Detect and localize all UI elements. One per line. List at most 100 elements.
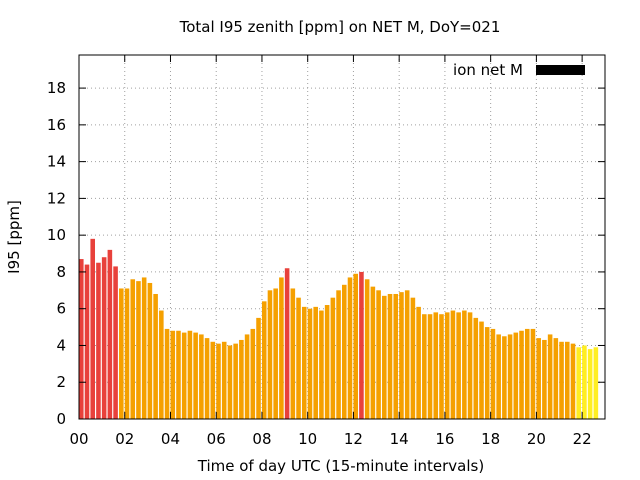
bar bbox=[513, 332, 519, 419]
y-tick-label: 18 bbox=[47, 79, 66, 97]
x-tick-label: 02 bbox=[115, 430, 134, 448]
bar bbox=[519, 330, 524, 419]
bar bbox=[502, 336, 507, 419]
bar bbox=[393, 293, 399, 419]
bar bbox=[90, 238, 95, 419]
bar bbox=[524, 328, 530, 419]
bar bbox=[79, 259, 84, 419]
bar bbox=[170, 330, 176, 419]
bar bbox=[593, 347, 599, 419]
y-tick-label: 14 bbox=[47, 153, 66, 171]
bar bbox=[347, 277, 353, 419]
bar bbox=[559, 341, 564, 419]
bar bbox=[84, 264, 90, 419]
bar bbox=[141, 277, 147, 419]
bar bbox=[279, 277, 284, 419]
bar bbox=[359, 271, 364, 419]
bar bbox=[547, 334, 553, 419]
y-tick-label: 6 bbox=[56, 300, 66, 318]
bar bbox=[467, 312, 473, 419]
bar bbox=[576, 347, 581, 419]
bar bbox=[496, 334, 501, 419]
bar bbox=[239, 339, 244, 419]
x-tick-label: 08 bbox=[252, 430, 271, 448]
bar bbox=[244, 334, 250, 419]
bar bbox=[456, 312, 461, 419]
y-tick-label: 16 bbox=[47, 116, 66, 134]
bar bbox=[422, 314, 427, 419]
legend-label: ion net M bbox=[453, 61, 523, 79]
bar bbox=[96, 262, 101, 419]
y-axis-label: I95 [ppm] bbox=[5, 200, 23, 274]
bar bbox=[147, 282, 153, 419]
bar bbox=[444, 312, 450, 419]
bar bbox=[284, 268, 290, 419]
bar bbox=[564, 341, 570, 419]
bar bbox=[119, 288, 124, 419]
x-tick-label: 20 bbox=[527, 430, 546, 448]
bar bbox=[221, 341, 227, 419]
bar bbox=[210, 341, 216, 419]
bar bbox=[376, 290, 381, 419]
bar bbox=[587, 349, 593, 419]
x-tick-label: 18 bbox=[481, 430, 500, 448]
bar bbox=[187, 330, 193, 419]
bar bbox=[290, 288, 296, 419]
bar bbox=[410, 297, 416, 419]
bar bbox=[107, 249, 113, 419]
bar bbox=[433, 312, 439, 419]
bar bbox=[313, 306, 318, 419]
bar bbox=[473, 317, 479, 419]
plot-frame bbox=[78, 54, 606, 420]
bar bbox=[301, 306, 307, 419]
bar bbox=[267, 290, 273, 419]
bar bbox=[307, 308, 313, 419]
grid bbox=[79, 55, 605, 419]
bar bbox=[296, 297, 301, 419]
bar bbox=[250, 328, 256, 419]
bar bbox=[181, 332, 187, 419]
bar bbox=[227, 345, 233, 419]
bar bbox=[124, 288, 130, 419]
bar bbox=[153, 293, 158, 419]
bar bbox=[256, 317, 261, 419]
bar bbox=[484, 327, 490, 419]
bar bbox=[273, 288, 278, 419]
bar bbox=[261, 301, 267, 419]
bar bbox=[159, 310, 164, 419]
bar bbox=[490, 328, 496, 419]
bar bbox=[439, 314, 444, 419]
bar bbox=[176, 330, 181, 419]
y-tick-label: 2 bbox=[56, 373, 66, 391]
x-tick-label: 22 bbox=[573, 430, 592, 448]
bar bbox=[319, 310, 324, 419]
bars bbox=[79, 238, 599, 419]
legend: ion net M bbox=[453, 61, 585, 79]
bar bbox=[336, 290, 341, 419]
bar bbox=[416, 306, 421, 419]
bar bbox=[536, 338, 541, 419]
bar bbox=[542, 339, 547, 419]
bar bbox=[450, 310, 456, 419]
bar bbox=[233, 343, 238, 419]
bar bbox=[530, 328, 536, 419]
bar bbox=[370, 286, 376, 419]
bar bbox=[164, 328, 170, 419]
bar bbox=[427, 314, 433, 419]
bar bbox=[382, 295, 387, 419]
bar bbox=[570, 343, 576, 419]
chart-title: Total I95 zenith [ppm] on NET M, DoY=021 bbox=[179, 18, 501, 36]
x-axis-label: Time of day UTC (15-minute intervals) bbox=[197, 457, 484, 475]
bar bbox=[324, 305, 330, 419]
x-tick-label: 06 bbox=[207, 430, 226, 448]
bar bbox=[387, 293, 393, 419]
bar bbox=[113, 266, 118, 419]
x-tick-label: 04 bbox=[161, 430, 180, 448]
bar bbox=[136, 281, 141, 419]
bar bbox=[193, 332, 198, 419]
x-tick-label: 14 bbox=[390, 430, 409, 448]
bar bbox=[462, 310, 467, 419]
bar bbox=[479, 321, 484, 419]
